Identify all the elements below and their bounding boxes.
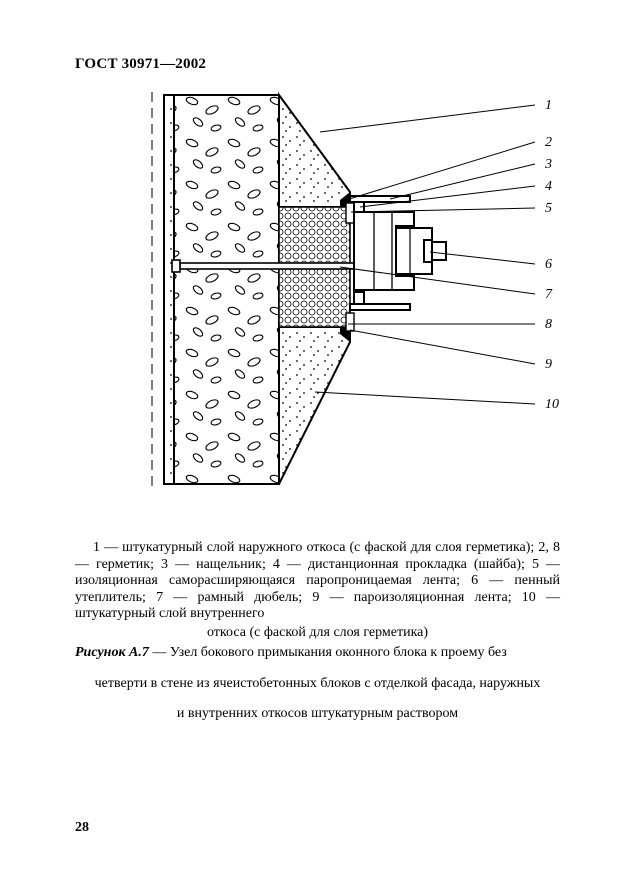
document-header: ГОСТ 30971—2002 xyxy=(75,56,206,73)
callout-5: 5 xyxy=(545,201,552,216)
figure-title-2: четверти в стене из ячеистобетонных блок… xyxy=(95,676,541,691)
callout-2: 2 xyxy=(545,135,552,150)
callout-8: 8 xyxy=(545,317,552,332)
callout-4: 4 xyxy=(545,179,552,194)
callout-7: 7 xyxy=(545,287,553,302)
callout-3: 3 xyxy=(544,157,552,172)
figure-caption: 1 — штукатурный слой наружного откоса (с… xyxy=(75,540,560,737)
page-number: 28 xyxy=(75,820,89,836)
callout-9: 9 xyxy=(545,357,552,372)
callout-6: 6 xyxy=(545,257,552,272)
callout-1: 1 xyxy=(545,98,552,113)
figure-title-3: и внутренних откосов штукатурным раствор… xyxy=(177,706,458,721)
figure-label: Рисунок А.7 xyxy=(75,645,149,660)
legend-text-last: откоса (с фаской для слоя герметика) xyxy=(207,625,428,640)
figure-a7: 1 2 3 4 5 6 7 8 9 10 xyxy=(140,92,560,487)
figure-title-1: Узел бокового примыкания оконного блока … xyxy=(170,645,507,660)
legend-text: 1 — штукатурный слой наружного откоса (с… xyxy=(75,540,560,621)
figure-dash: — xyxy=(149,645,170,660)
callout-10: 10 xyxy=(545,397,559,412)
